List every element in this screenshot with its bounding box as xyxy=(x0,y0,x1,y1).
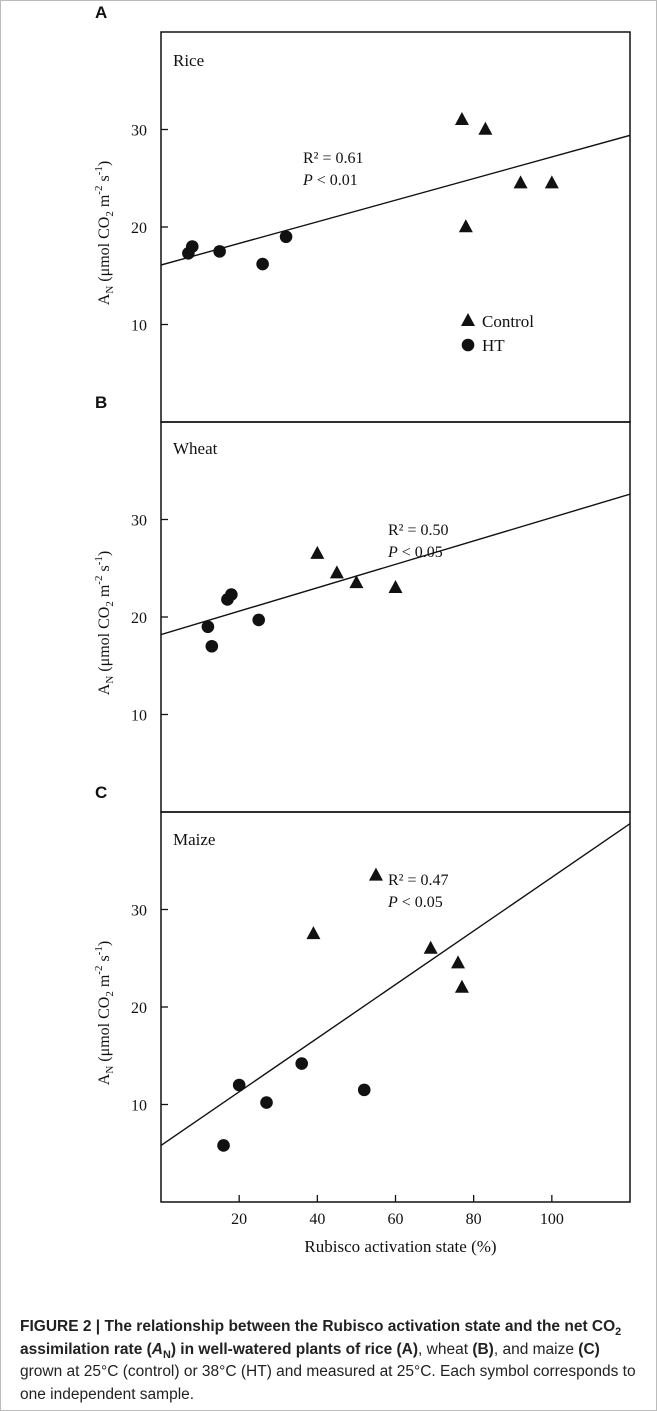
caption-bold-text-2: assimilation rate ( xyxy=(20,1340,152,1358)
plot-frame-A xyxy=(160,31,631,423)
point-ht xyxy=(217,1139,230,1152)
point-ht xyxy=(232,1078,246,1092)
legend-label-ht: HT xyxy=(482,336,505,355)
panel-label-B: B xyxy=(95,393,107,412)
p-value-label: P < 0.05 xyxy=(387,894,443,911)
caption-bold-text: The relationship between the Rubisco act… xyxy=(104,1318,616,1335)
y-axis-label: AN (μmol CO2 m-2 s-1) xyxy=(93,161,116,305)
caption-rest-2: , and maize xyxy=(493,1340,579,1358)
figure-panels: A Rice 10 20 30 AN (μmol CO2 m-2 s-1) R² = 0.6… xyxy=(93,3,631,1256)
point-ht xyxy=(205,639,219,653)
point-control xyxy=(458,219,473,233)
y-tick-label: 10 xyxy=(131,1098,147,1115)
y-axis-label: AN (μmol CO2 m-2 s-1) xyxy=(93,941,116,1085)
x-tick-label: 100 xyxy=(540,1211,564,1228)
x-tick-label: 60 xyxy=(388,1211,404,1228)
caption-bold-text-3: ) in well-watered plants of rice xyxy=(170,1340,397,1358)
point-ht xyxy=(213,245,226,258)
y-tick-label: 30 xyxy=(131,513,147,530)
point-control xyxy=(368,867,383,881)
figure-caption: FIGURE 2 | The relationship between the … xyxy=(20,1316,640,1406)
caption-an-sub: N xyxy=(163,1348,171,1361)
x-tick-label: 80 xyxy=(466,1211,482,1228)
crop-label-B: Wheat xyxy=(173,439,218,458)
r-squared-label: R² = 0.61 xyxy=(303,150,364,167)
legend-label-control: Control xyxy=(482,312,534,331)
r-squared-label: R² = 0.50 xyxy=(388,522,449,539)
point-control xyxy=(513,175,528,189)
p-value-label: P < 0.01 xyxy=(302,172,358,189)
point-ht xyxy=(252,613,266,627)
point-control xyxy=(306,926,321,940)
point-control xyxy=(454,111,469,125)
point-ht xyxy=(225,588,238,601)
r-squared-label: R² = 0.47 xyxy=(388,872,449,889)
caption-co2-sub: 2 xyxy=(615,1326,622,1339)
panel-label-C: C xyxy=(95,783,107,802)
point-control xyxy=(388,579,403,593)
caption-an-letter: A xyxy=(151,1340,163,1358)
crop-label-A: Rice xyxy=(173,51,204,70)
plot-frame-C xyxy=(160,811,631,1203)
crop-label-C: Maize xyxy=(173,830,215,849)
caption-rice-ref: (A) xyxy=(396,1340,419,1358)
y-tick-label: 20 xyxy=(131,220,147,237)
y-tick-label: 20 xyxy=(131,610,147,627)
caption-rest-1: , wheat xyxy=(418,1340,473,1358)
point-ht xyxy=(185,240,199,253)
y-tick-label: 20 xyxy=(131,1000,147,1017)
y-axis-label: AN (μmol CO2 m-2 s-1) xyxy=(93,551,116,695)
point-control xyxy=(454,979,469,993)
y-tick-label: 30 xyxy=(131,903,147,920)
plot-frame-B xyxy=(160,421,631,813)
legend-ht-icon xyxy=(461,338,475,352)
regression-line xyxy=(161,493,630,636)
point-ht xyxy=(260,1096,273,1109)
caption-wheat-ref: (B) xyxy=(472,1340,494,1358)
caption-figure-label: FIGURE 2 | xyxy=(20,1318,105,1335)
regression-line xyxy=(161,134,630,266)
point-ht xyxy=(201,620,215,634)
p-value-label: P < 0.05 xyxy=(387,544,443,561)
point-control xyxy=(349,575,364,589)
point-ht xyxy=(279,230,293,244)
caption-maize-ref: (C) xyxy=(578,1340,600,1358)
point-control xyxy=(544,175,559,189)
y-tick-label: 10 xyxy=(131,318,147,335)
point-control xyxy=(451,955,466,969)
point-control xyxy=(310,545,325,559)
panel-label-A: A xyxy=(95,3,107,22)
point-control xyxy=(329,565,344,579)
y-tick-label: 10 xyxy=(131,708,147,725)
y-tick-label: 30 xyxy=(131,123,147,140)
point-ht xyxy=(295,1057,309,1070)
regression-line xyxy=(161,823,630,1147)
legend-control-icon xyxy=(461,313,475,326)
caption-rest-3: grown at 25°C (control) or 38°C (HT) and… xyxy=(20,1363,636,1403)
x-axis-label: Rubisco activation state (%) xyxy=(304,1237,496,1256)
point-control xyxy=(478,121,493,135)
point-ht xyxy=(256,257,269,271)
x-tick-label: 40 xyxy=(309,1211,325,1228)
point-control xyxy=(423,940,438,954)
x-tick-label: 20 xyxy=(231,1211,247,1228)
point-ht xyxy=(357,1083,371,1097)
